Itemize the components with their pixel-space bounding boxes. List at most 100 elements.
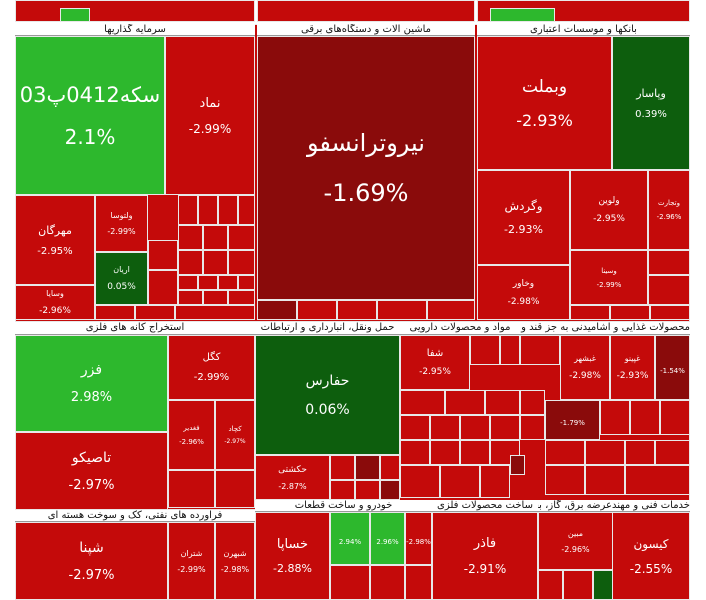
stock-change: -2.96% [656,213,682,221]
filler-tile [228,250,255,275]
filler-tile [585,465,625,495]
filler-tile [400,415,430,440]
filler-tile [377,300,427,320]
filler-tile [203,250,228,275]
sector-title: خودرو و ساخت قطعات [255,500,432,512]
stock-change: 2.96% [376,537,399,546]
sector-title: ساخت محصولات فلزی [432,500,538,512]
sector-title: بانکها و موسسات اعتباری [477,24,690,36]
filler-tile [570,305,610,320]
filler-tile [355,455,380,480]
filler-tile [625,465,690,495]
stock-symbol: کچاد [228,425,242,433]
stock-change: 2.1% [64,124,116,149]
filler-tile [545,465,585,495]
filler-tile [538,570,563,600]
sector-title: حمل ونقل، انبارداری و ارتباطات [255,322,400,335]
stock-change: -2.91% [463,562,507,576]
filler-tile [400,440,430,465]
stock-symbol: وبملت [521,76,568,97]
stock-tile: وسینا -2.99% [570,250,648,305]
stock-symbol: سکه0412پ03 [19,82,161,107]
stock-symbol: وخاور [512,278,535,289]
filler-tile [148,240,178,270]
filler-tile [430,440,460,465]
stock-tile: نیروترانسفو -1.69% [257,36,475,300]
filler-tile [370,565,405,600]
stock-symbol: وسایا [46,289,64,298]
stock-tile: کگل -2.99% [168,335,255,400]
filler-tile [405,565,432,600]
stock-tile: غپینو -2.93% [610,335,655,400]
sector-title: خدمات فنی و مهندسی [612,500,690,512]
stock-tile: فاذر -2.91% [432,512,538,600]
filler-tile [60,8,90,22]
stock-symbol: وسینا [601,266,617,275]
stock-change: -2.98% [569,371,601,381]
filler-tile [490,415,520,440]
filler-tile [178,195,198,225]
stock-symbol: وتجارت [658,199,680,207]
filler-tile [218,275,238,290]
filler-tile [625,440,655,465]
filler-tile [610,305,650,320]
filler-tile [563,570,593,600]
filler-tile [330,455,355,480]
sector-title: عرضه برق، گاز، بخار و آب گرم [538,500,612,512]
filler-tile [355,480,380,500]
filler-tile [228,290,255,305]
filler-tile [520,390,545,415]
stock-tile: شبهرن -2.98% [215,522,255,600]
filler-tile [215,470,255,508]
stock-tile: خساپا -2.88% [255,512,330,600]
stock-symbol: حکشتی [278,464,307,475]
filler-tile [400,390,445,415]
filler-tile [520,335,560,365]
filler-tile [297,300,337,320]
stock-change: -2.98% [507,296,540,307]
stock-change: -2.99% [193,372,230,383]
stock-symbol: شبهرن [223,548,247,558]
sector-title: استخراج کانه های فلزی [15,322,255,335]
stock-symbol: کیسون [633,536,669,551]
stock-change: -2.99% [107,227,136,236]
stock-tile: شپنا -2.97% [15,522,168,600]
filler-tile [400,465,440,498]
stock-change: -1.54% [660,366,685,375]
stock-tile: ولوین -2.95% [570,170,648,250]
stock-tile: وپاسار 0.39% [612,36,690,170]
filler-tile [175,305,255,320]
filler-tile [330,480,355,500]
stock-symbol: غپینو [624,354,641,363]
stock-tile: مبین -2.96% [538,512,613,570]
filler-tile [445,390,485,415]
stock-change: -1.79% [560,419,585,427]
stock-tile: -1.79% [545,400,600,440]
stock-change: -2.97% [68,477,115,493]
stock-tile: 2.96% [370,512,405,565]
stock-tile: مهرگان -2.95% [15,195,95,285]
stock-symbol: حفارس [305,372,350,389]
filler-tile [135,305,175,320]
stock-tile: تاصیکو -2.97% [15,432,168,510]
sector-title: مواد و محصولات دارویی [400,322,520,335]
filler-tile [330,565,370,600]
stock-symbol: خساپا [276,537,309,552]
stock-tile: وتجارت -2.96% [648,170,690,250]
stock-change: 0.39% [635,108,667,120]
stock-symbol: غبشهر [574,354,596,363]
filler-tile [228,225,255,250]
stock-change: -1.69% [323,179,409,207]
filler-tile [178,290,203,305]
filler-tile [470,335,500,365]
stock-tile: حکشتی -2.87% [255,455,330,500]
filler-tile [480,465,510,498]
filler-tile [500,335,520,365]
stock-tile: -2.98% [405,512,432,565]
stock-change: -2.96% [561,544,590,554]
stock-change: -2.99% [596,280,622,289]
stock-change: -2.99% [177,564,206,574]
stock-change: 0.05% [107,282,136,292]
stock-symbol: شتران [180,548,203,558]
